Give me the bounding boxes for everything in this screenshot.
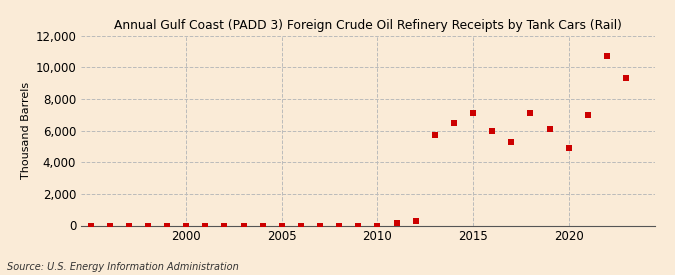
Point xyxy=(601,54,612,59)
Point xyxy=(448,120,459,125)
Point xyxy=(525,111,536,116)
Point xyxy=(429,133,440,138)
Point xyxy=(124,223,134,228)
Point xyxy=(410,219,421,223)
Point xyxy=(333,223,344,228)
Point xyxy=(66,223,77,228)
Point xyxy=(468,111,479,116)
Title: Annual Gulf Coast (PADD 3) Foreign Crude Oil Refinery Receipts by Tank Cars (Rai: Annual Gulf Coast (PADD 3) Foreign Crude… xyxy=(114,19,622,32)
Point xyxy=(47,223,57,228)
Point xyxy=(583,113,593,117)
Point xyxy=(372,223,383,228)
Point xyxy=(219,223,230,228)
Point xyxy=(85,223,96,228)
Point xyxy=(392,221,402,225)
Point xyxy=(238,223,249,228)
Point xyxy=(257,223,268,228)
Text: Source: U.S. Energy Information Administration: Source: U.S. Energy Information Administ… xyxy=(7,262,238,272)
Point xyxy=(104,223,115,228)
Point xyxy=(315,223,325,228)
Point xyxy=(506,139,517,144)
Point xyxy=(563,146,574,150)
Point xyxy=(200,223,211,228)
Point xyxy=(544,127,555,131)
Point xyxy=(181,223,192,228)
Point xyxy=(277,223,288,228)
Point xyxy=(162,223,173,228)
Point xyxy=(353,223,364,228)
Point xyxy=(296,223,306,228)
Point xyxy=(142,223,153,228)
Point xyxy=(621,76,632,81)
Y-axis label: Thousand Barrels: Thousand Barrels xyxy=(21,82,31,179)
Point xyxy=(487,128,497,133)
